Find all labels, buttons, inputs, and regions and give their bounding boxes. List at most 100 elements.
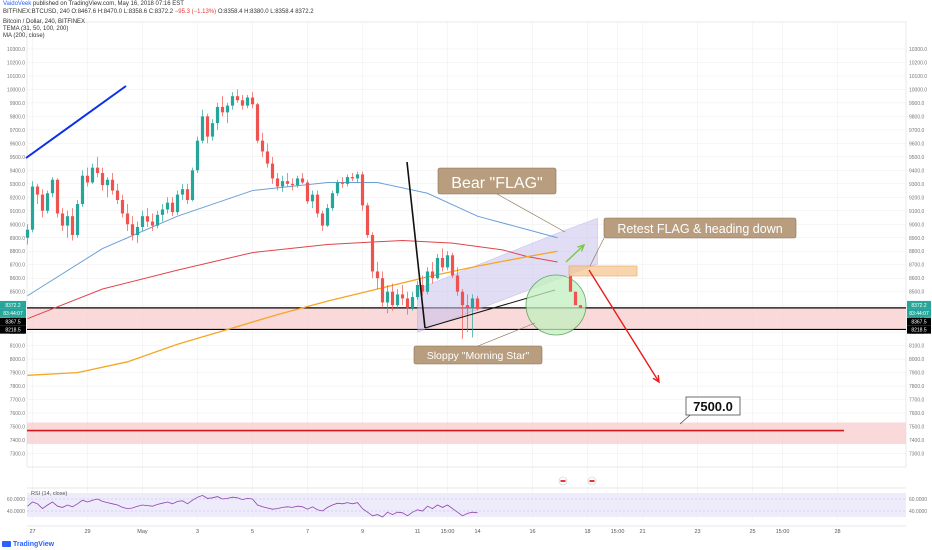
indicator-ma-label[interactable]: MA (200, close) xyxy=(3,33,45,39)
candle-body[interactable] xyxy=(475,298,480,309)
candle-body[interactable] xyxy=(290,183,295,186)
candle-body[interactable] xyxy=(100,173,105,186)
candle-body[interactable] xyxy=(435,257,440,279)
candle-body[interactable] xyxy=(315,194,320,214)
candle-body[interactable] xyxy=(115,190,120,200)
candle-body[interactable] xyxy=(305,182,310,202)
candle-body[interactable] xyxy=(330,193,335,209)
candle-body[interactable] xyxy=(245,97,250,106)
candle-body[interactable] xyxy=(375,271,380,279)
candle-body[interactable] xyxy=(210,123,215,137)
tradingview-logo[interactable]: TradingView xyxy=(2,541,54,548)
candle-body[interactable] xyxy=(135,226,140,236)
candle-body[interactable] xyxy=(250,97,255,105)
candle-body[interactable] xyxy=(465,305,470,308)
target-callout[interactable] xyxy=(685,396,741,416)
retest-arrow[interactable] xyxy=(565,244,585,263)
candle-body[interactable] xyxy=(140,216,145,227)
candle-body[interactable] xyxy=(35,186,40,195)
candle-body[interactable] xyxy=(415,284,420,298)
candle-body[interactable] xyxy=(170,202,175,213)
candle-body[interactable] xyxy=(420,284,425,292)
candle-body[interactable] xyxy=(440,257,445,268)
candle-body[interactable] xyxy=(450,255,455,276)
candle-body[interactable] xyxy=(60,213,65,226)
candle-body[interactable] xyxy=(390,291,395,306)
candle-body[interactable] xyxy=(255,104,260,141)
flagpole-line[interactable] xyxy=(406,161,426,329)
candle-body[interactable] xyxy=(385,291,390,303)
candle-body[interactable] xyxy=(160,209,165,215)
candle-body[interactable] xyxy=(190,170,195,200)
candles-layer[interactable] xyxy=(25,89,480,339)
candle-body[interactable] xyxy=(360,174,365,206)
candle-body[interactable] xyxy=(265,151,270,164)
candle-body[interactable] xyxy=(370,235,375,272)
retest-callout[interactable] xyxy=(603,217,797,239)
candle-body[interactable] xyxy=(470,298,475,308)
candle-body[interactable] xyxy=(105,179,110,186)
candle-body[interactable] xyxy=(460,291,465,306)
candle-body[interactable] xyxy=(220,106,225,113)
candle-body[interactable] xyxy=(165,202,170,210)
candle-body[interactable] xyxy=(285,181,290,184)
candle-body[interactable] xyxy=(50,179,55,194)
candle-body[interactable] xyxy=(175,194,180,213)
candle-body[interactable] xyxy=(445,255,450,268)
candle-body[interactable] xyxy=(110,179,115,191)
candle-body[interactable] xyxy=(425,271,430,292)
candle-body[interactable] xyxy=(70,216,75,236)
candle-body[interactable] xyxy=(380,278,385,303)
candle-body[interactable] xyxy=(130,224,135,236)
target-arrow[interactable] xyxy=(588,269,660,383)
candle-body[interactable] xyxy=(45,193,50,211)
candle-body[interactable] xyxy=(345,177,350,184)
candle-body[interactable] xyxy=(280,181,285,187)
drawings-layer[interactable]: Bear "FLAG" Retest FLAG & heading down Slo… xyxy=(25,85,797,486)
candle-body[interactable] xyxy=(85,175,90,183)
candle-body[interactable] xyxy=(200,116,205,141)
candle-body[interactable] xyxy=(325,208,330,226)
candle-body[interactable] xyxy=(300,178,305,183)
candle-body[interactable] xyxy=(355,174,360,179)
candle-body[interactable] xyxy=(90,167,95,183)
candle-body[interactable] xyxy=(225,105,230,113)
candle-body[interactable] xyxy=(320,213,325,226)
candle-body[interactable] xyxy=(80,175,85,205)
candle-body[interactable] xyxy=(240,100,245,106)
candle-body[interactable] xyxy=(195,140,200,171)
candle-body[interactable] xyxy=(260,140,265,152)
candle-body[interactable] xyxy=(75,204,80,236)
candle-body[interactable] xyxy=(310,194,315,202)
candle-body[interactable] xyxy=(25,229,30,238)
candle-body[interactable] xyxy=(350,177,355,179)
candle-body[interactable] xyxy=(365,205,370,236)
candle-body[interactable] xyxy=(95,167,100,174)
candle-body[interactable] xyxy=(205,116,210,137)
candle-body[interactable] xyxy=(120,200,125,214)
candle-body[interactable] xyxy=(230,96,235,106)
candle-body[interactable] xyxy=(180,189,185,195)
candle-body[interactable] xyxy=(335,182,340,194)
candle-body[interactable] xyxy=(65,216,70,226)
candle-body[interactable] xyxy=(150,221,155,226)
retest-box[interactable] xyxy=(568,265,638,277)
candle-body[interactable] xyxy=(400,294,405,299)
candle-body[interactable] xyxy=(340,182,345,184)
candle-body[interactable] xyxy=(410,297,415,308)
candle-body[interactable] xyxy=(275,178,280,187)
candle-body[interactable] xyxy=(145,216,150,222)
candle-body[interactable] xyxy=(455,275,460,292)
candle-body[interactable] xyxy=(295,178,300,186)
publisher-link[interactable]: VaidoVeek xyxy=(3,1,32,7)
candle-body[interactable] xyxy=(30,186,35,230)
candle-body[interactable] xyxy=(395,294,400,306)
candle-body[interactable] xyxy=(235,96,240,101)
candle-body[interactable] xyxy=(270,163,275,179)
indicator-tema-label[interactable]: TEMA (31, 50, 100, 200) xyxy=(3,26,69,32)
uptrend-line[interactable] xyxy=(25,85,127,159)
candle-body[interactable] xyxy=(40,194,45,211)
candle-body[interactable] xyxy=(405,298,410,308)
candle-body[interactable] xyxy=(185,189,190,200)
